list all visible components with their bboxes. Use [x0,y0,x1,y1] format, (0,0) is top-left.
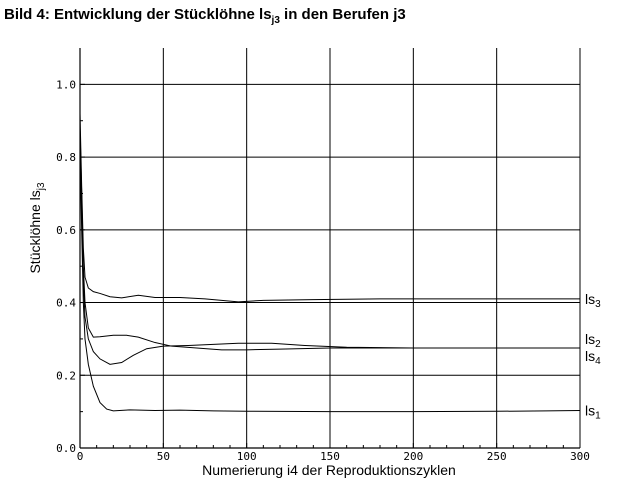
series-label-ls1: ls1 [585,403,601,422]
y-tick-label: 0.8 [56,151,76,164]
series-line-ls2 [79,127,514,351]
x-tick-label: 200 [403,450,423,463]
x-tick-label: 300 [570,450,590,463]
y-axis-label: Stücklöhne lsj3 [27,182,47,274]
y-tick-labels: 0.0 0.2 0.4 0.6 0.8 1.0 [56,78,76,455]
x-tick-label: 150 [320,450,340,463]
chart-title: Bild 4: Entwicklung der Stücklöhne lsj3 … [4,6,406,26]
x-tick-label: 250 [487,450,507,463]
x-tick-label: 50 [157,450,170,463]
y-tick-label: 0.4 [56,297,76,310]
x-tick-label: 100 [237,450,257,463]
x-tick-label: 0 [77,450,84,463]
x-axis-label: Numerierung i4 der Reproduktionszyklen [202,462,456,478]
x-tick-labels: 0 50 100 150 200 250 300 [77,450,590,463]
series-label-ls3: ls3 [585,291,601,310]
grid [80,48,581,448]
series-line-ls1 [79,149,581,413]
y-tick-label: 0.2 [56,369,76,382]
y-tick-label: 0.6 [56,224,76,237]
series-line-ls3 [79,113,580,303]
series-label-ls2: ls2 [585,331,601,350]
series-lines [79,113,581,413]
y-tick-label: 1.0 [56,78,76,91]
y-tick-label: 0.0 [56,442,76,455]
series-line-ls4 [79,135,580,365]
series-label-ls4: ls4 [585,348,601,367]
